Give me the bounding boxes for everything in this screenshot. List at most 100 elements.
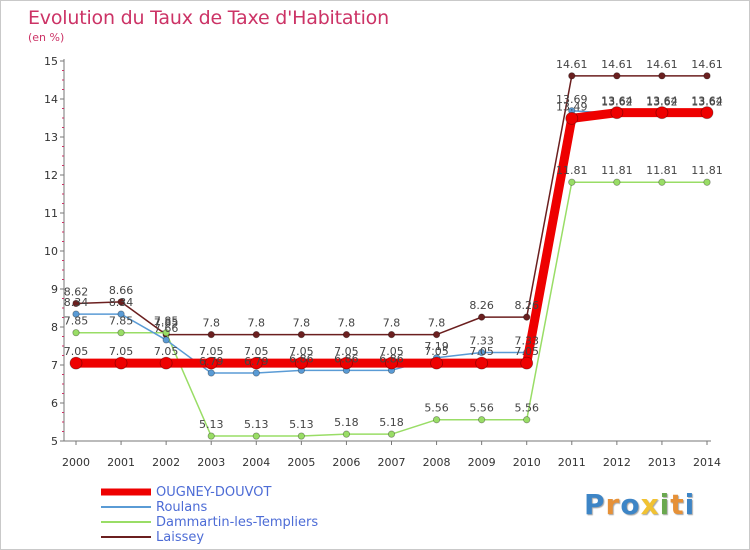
data-label: 7.8 bbox=[293, 317, 311, 330]
data-point-dammartin-les-templiers bbox=[342, 430, 351, 438]
data-label: 7.8 bbox=[428, 317, 446, 330]
data-label: 14.61 bbox=[646, 58, 678, 71]
line-chart: 5 6 7 8 9 10 11 12 13 14 15 2000 2001 2002 2003 2004 200… bbox=[44, 55, 723, 469]
data-label: 7.33 bbox=[514, 334, 539, 347]
x-tick-label: 2003 bbox=[197, 456, 225, 469]
data-label: 8.34 bbox=[64, 296, 89, 309]
data-point-roulans bbox=[207, 369, 215, 377]
legend-item-roulans: Roulans bbox=[101, 500, 318, 515]
data-label: 7.85 bbox=[154, 317, 179, 330]
data-label: 14.61 bbox=[691, 58, 723, 71]
data-point-ougney-douvot bbox=[475, 356, 489, 370]
data-point-laissey bbox=[703, 72, 711, 80]
x-tick-label: 2002 bbox=[152, 456, 180, 469]
y-tick-label: 7 bbox=[51, 359, 58, 372]
legend-label: OUGNEY-DOUVOT bbox=[156, 485, 272, 500]
data-point-dammartin-les-templiers bbox=[387, 430, 396, 438]
brand-letter: P bbox=[584, 488, 606, 521]
data-label: 6.86 bbox=[334, 352, 359, 365]
data-point-ougney-douvot bbox=[159, 356, 173, 370]
x-tick-label: 2000 bbox=[62, 456, 90, 469]
data-label: 6.79 bbox=[199, 355, 224, 368]
x-tick-label: 2009 bbox=[468, 456, 496, 469]
data-label: 7.8 bbox=[202, 317, 220, 330]
data-point-laissey bbox=[387, 330, 396, 339]
data-label: 7.8 bbox=[383, 317, 401, 330]
data-label: 7.8 bbox=[248, 317, 266, 330]
data-label: 11.81 bbox=[601, 164, 633, 177]
data-label: 7.33 bbox=[469, 334, 494, 347]
legend-label: Roulans bbox=[156, 500, 208, 515]
data-point-roulans bbox=[162, 336, 170, 344]
data-point-dammartin-les-templiers bbox=[117, 329, 125, 337]
data-label: 7.05 bbox=[469, 345, 494, 358]
data-label: 13.62 bbox=[691, 95, 723, 108]
data-point-roulans bbox=[72, 310, 80, 318]
brand-letter: i bbox=[684, 488, 696, 521]
data-point-ougney-douvot bbox=[249, 356, 263, 370]
x-tick-label: 2014 bbox=[693, 456, 721, 469]
x-tick-label: 2007 bbox=[378, 456, 406, 469]
data-point-laissey bbox=[478, 313, 486, 321]
data-point-roulans bbox=[117, 310, 125, 318]
y-tick-label: 12 bbox=[44, 169, 58, 182]
y-tick-label: 9 bbox=[51, 283, 58, 296]
data-label: 8.34 bbox=[109, 296, 134, 309]
data-label: 7.66 bbox=[154, 322, 179, 335]
data-point-laissey bbox=[568, 72, 576, 80]
data-label: 13.49 bbox=[556, 100, 588, 113]
brand-letter: o bbox=[620, 488, 641, 521]
data-point-ougney-douvot bbox=[610, 106, 624, 120]
y-tick-label: 15 bbox=[44, 55, 58, 68]
data-point-ougney-douvot bbox=[700, 106, 714, 120]
y-tick-label: 10 bbox=[44, 245, 58, 258]
data-label: 7.05 bbox=[289, 345, 314, 358]
data-label: 13.62 bbox=[601, 95, 633, 108]
data-point-laissey bbox=[613, 72, 621, 80]
brand-letter: i bbox=[659, 488, 671, 521]
data-label: 5.18 bbox=[379, 416, 404, 429]
data-point-dammartin-les-templiers bbox=[658, 178, 666, 186]
data-point-laissey bbox=[523, 313, 531, 321]
data-label: 7.85 bbox=[154, 315, 179, 328]
data-label: 7.05 bbox=[154, 345, 179, 358]
data-label: 8.26 bbox=[469, 299, 494, 312]
data-label: 5.56 bbox=[469, 402, 494, 415]
data-label: 14.61 bbox=[556, 58, 588, 71]
data-label: 13.64 bbox=[601, 95, 633, 108]
data-label: 13.62 bbox=[646, 95, 678, 108]
data-label: 13.64 bbox=[646, 95, 678, 108]
data-point-laissey bbox=[432, 330, 441, 339]
data-label: 14.61 bbox=[601, 58, 633, 71]
data-label: 7.05 bbox=[64, 345, 89, 358]
data-point-dammartin-les-templiers bbox=[478, 416, 486, 424]
data-point-dammartin-les-templiers bbox=[432, 416, 441, 424]
data-label: 13.69 bbox=[556, 93, 588, 106]
data-label: 6.86 bbox=[289, 352, 314, 365]
legend-label: Laissey bbox=[156, 530, 205, 545]
series-line-dammartin-les-templiers bbox=[76, 181, 707, 437]
data-label: 8.66 bbox=[109, 284, 134, 297]
data-label: 5.18 bbox=[334, 416, 359, 429]
x-tick-label: 2006 bbox=[332, 456, 360, 469]
data-point-dammartin-les-templiers bbox=[523, 416, 531, 424]
data-label: 7.05 bbox=[334, 345, 359, 358]
data-label: 7.05 bbox=[424, 345, 449, 358]
chart-subtitle: (en %) bbox=[28, 31, 65, 44]
data-label: 7.85 bbox=[109, 315, 134, 328]
data-label: 7.85 bbox=[64, 315, 89, 328]
y-tick-label: 11 bbox=[44, 207, 58, 220]
data-point-dammartin-les-templiers bbox=[568, 178, 576, 186]
x-tick-label: 2004 bbox=[242, 456, 270, 469]
brand-letter: x bbox=[640, 488, 660, 521]
data-point-dammartin-les-templiers bbox=[252, 432, 260, 440]
brand-letter: t bbox=[670, 488, 685, 521]
data-label: 8.62 bbox=[64, 285, 89, 298]
data-point-laissey bbox=[658, 72, 666, 80]
data-label: 5.56 bbox=[424, 402, 449, 415]
data-point-ougney-douvot bbox=[430, 356, 443, 370]
data-point-ougney-douvot bbox=[114, 356, 128, 370]
data-point-laissey bbox=[342, 330, 351, 339]
data-point-laissey bbox=[207, 330, 215, 339]
